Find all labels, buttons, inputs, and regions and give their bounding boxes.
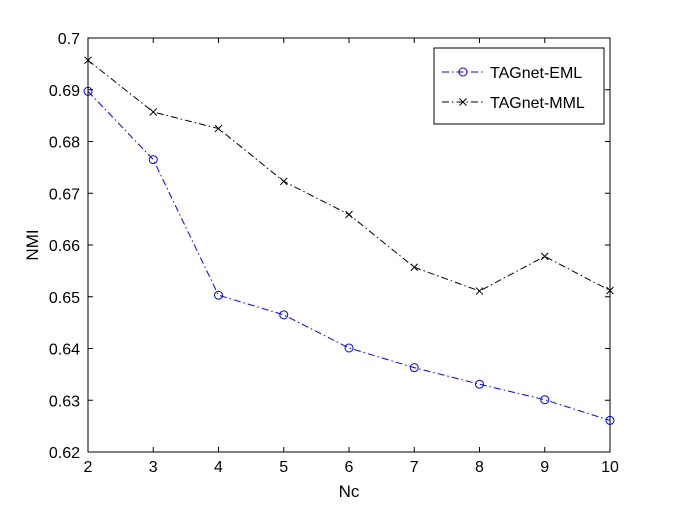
y-tick-label: 0.64 [49, 342, 80, 359]
data-point [475, 379, 484, 389]
series-line [87, 90, 611, 421]
legend-label: TAGnet-EML [490, 65, 582, 82]
x-tick-label: 9 [540, 459, 549, 476]
y-tick-label: 0.62 [49, 445, 80, 462]
y-tick-label: 0.68 [49, 135, 80, 152]
x-axis-label: Nc [339, 482, 360, 501]
data-point [540, 395, 550, 405]
x-tick-label: 3 [149, 459, 158, 476]
legend-label: TAGnet-MML [490, 95, 585, 112]
data-point [345, 210, 353, 219]
data-point [279, 310, 289, 320]
legend-marker [459, 98, 467, 106]
data-point [149, 108, 158, 116]
x-tick-label: 2 [84, 459, 93, 476]
y-axis-label: NMI [23, 229, 42, 260]
data-point [344, 343, 354, 353]
legend: TAGnet-EML TAGnet-MML [433, 47, 605, 125]
data-point [214, 124, 223, 133]
y-tick-label: 0.69 [49, 83, 80, 100]
legend-marker [458, 67, 468, 77]
x-tick-label: 8 [475, 459, 484, 476]
x-tick-label: 7 [410, 459, 419, 476]
series-layer [83, 56, 615, 425]
y-tick-label: 0.63 [49, 393, 80, 410]
y-tick-label: 0.67 [49, 186, 80, 203]
ticks-layer: 2 3 4 5 6 7 8 9 10 0.62 0.63 0.64 0.65 0.66 0.67 0.68 0.… [49, 31, 619, 476]
data-point [410, 263, 419, 272]
y-tick-label: 0.7 [58, 31, 80, 48]
data-point [475, 287, 484, 295]
data-point [214, 290, 223, 300]
y-tick-label: 0.65 [49, 290, 80, 307]
data-point [540, 252, 549, 261]
data-point [279, 177, 288, 186]
x-tick-label: 10 [601, 459, 619, 476]
x-tick-label: 4 [214, 459, 223, 476]
x-tick-label: 6 [345, 459, 354, 476]
legend-box [433, 47, 605, 125]
data-point [148, 155, 158, 165]
y-tick-label: 0.66 [49, 238, 80, 255]
data-point [409, 363, 419, 373]
x-tick-label: 5 [279, 459, 288, 476]
